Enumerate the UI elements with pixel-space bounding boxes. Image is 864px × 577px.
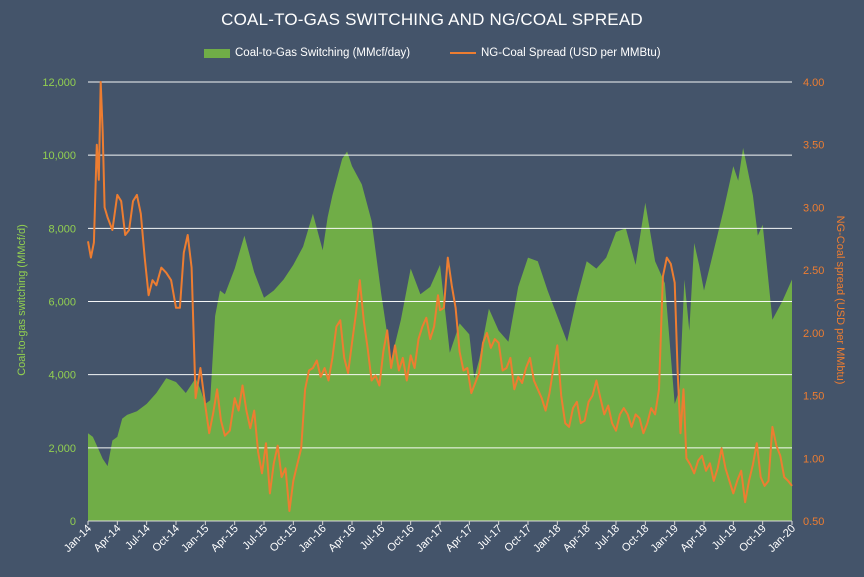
x-tick-label: Oct-18 bbox=[620, 523, 652, 555]
y-left-tick-label: 6,000 bbox=[48, 297, 76, 309]
x-tick-label: Apr-14 bbox=[92, 523, 124, 555]
legend-label-spread: NG-Coal Spread (USD per MMBtu) bbox=[481, 47, 661, 59]
x-tick-label: Jul-15 bbox=[240, 523, 270, 553]
x-tick-label: Jul-14 bbox=[123, 523, 153, 553]
legend: Coal-to-Gas Switching (MMcf/day) NG-Coal… bbox=[0, 47, 864, 67]
x-tick-label: Oct-14 bbox=[150, 523, 182, 555]
chart-title: COAL-TO-GAS SWITCHING AND NG/COAL SPREAD bbox=[221, 10, 643, 29]
x-tick-label: Apr-15 bbox=[209, 523, 241, 555]
y-right-tick-label: 1.00 bbox=[803, 453, 824, 465]
x-tick-label: Jan-20 bbox=[766, 523, 798, 555]
y-right-tick-label: 2.50 bbox=[803, 265, 824, 277]
x-tick-label: Apr-17 bbox=[444, 523, 476, 555]
y-right-tick-label: 4.00 bbox=[803, 77, 824, 89]
x-tick-label: Jan-16 bbox=[297, 523, 329, 555]
x-tick-label: Apr-18 bbox=[561, 523, 593, 555]
x-tick-label: Apr-19 bbox=[678, 523, 710, 555]
y-right-tick-label: 3.50 bbox=[803, 140, 824, 152]
x-tick-label: Jan-14 bbox=[62, 523, 94, 555]
x-tick-label: Oct-17 bbox=[502, 523, 534, 555]
y-right-tick-label: 0.50 bbox=[803, 516, 824, 528]
legend-item-switching[interactable]: Coal-to-Gas Switching (MMcf/day) bbox=[204, 47, 410, 59]
y-left-tick-label: 0 bbox=[70, 516, 76, 528]
x-tick-label: Jul-19 bbox=[710, 523, 740, 553]
legend-swatch-spread bbox=[450, 52, 476, 54]
legend-item-spread[interactable]: NG-Coal Spread (USD per MMBtu) bbox=[450, 47, 661, 59]
legend-label-switching: Coal-to-Gas Switching (MMcf/day) bbox=[235, 47, 411, 59]
y-left-tick-label: 8,000 bbox=[48, 223, 76, 235]
x-tick-label: Jul-16 bbox=[358, 523, 388, 553]
legend-swatch-switching bbox=[204, 48, 230, 58]
line-series-spread bbox=[87, 81, 793, 512]
x-tick-label: Oct-19 bbox=[737, 523, 769, 555]
x-tick-label: Jan-17 bbox=[414, 523, 446, 555]
x-tick-label: Jan-18 bbox=[531, 523, 563, 555]
x-tick-label: Jul-17 bbox=[475, 523, 505, 553]
x-tick-label: Apr-16 bbox=[326, 523, 358, 555]
x-tick-label: Jul-18 bbox=[592, 523, 622, 553]
x-tick-label: Jan-19 bbox=[649, 523, 681, 555]
y-left-tick-label: 10,000 bbox=[42, 150, 76, 162]
y-left-tick-label: 2,000 bbox=[48, 443, 76, 455]
y-left-tick-label: 4,000 bbox=[48, 370, 76, 382]
x-tick-label: Oct-15 bbox=[268, 523, 300, 555]
y-left-tick-label: 12,000 bbox=[42, 77, 76, 89]
x-tick-label: Jan-15 bbox=[179, 523, 211, 555]
y-right-tick-label: 2.00 bbox=[803, 328, 824, 340]
y-right-tick-label: 1.50 bbox=[803, 391, 824, 403]
y-right-tick-label: 3.00 bbox=[803, 202, 824, 214]
x-tick-label: Oct-16 bbox=[385, 523, 417, 555]
